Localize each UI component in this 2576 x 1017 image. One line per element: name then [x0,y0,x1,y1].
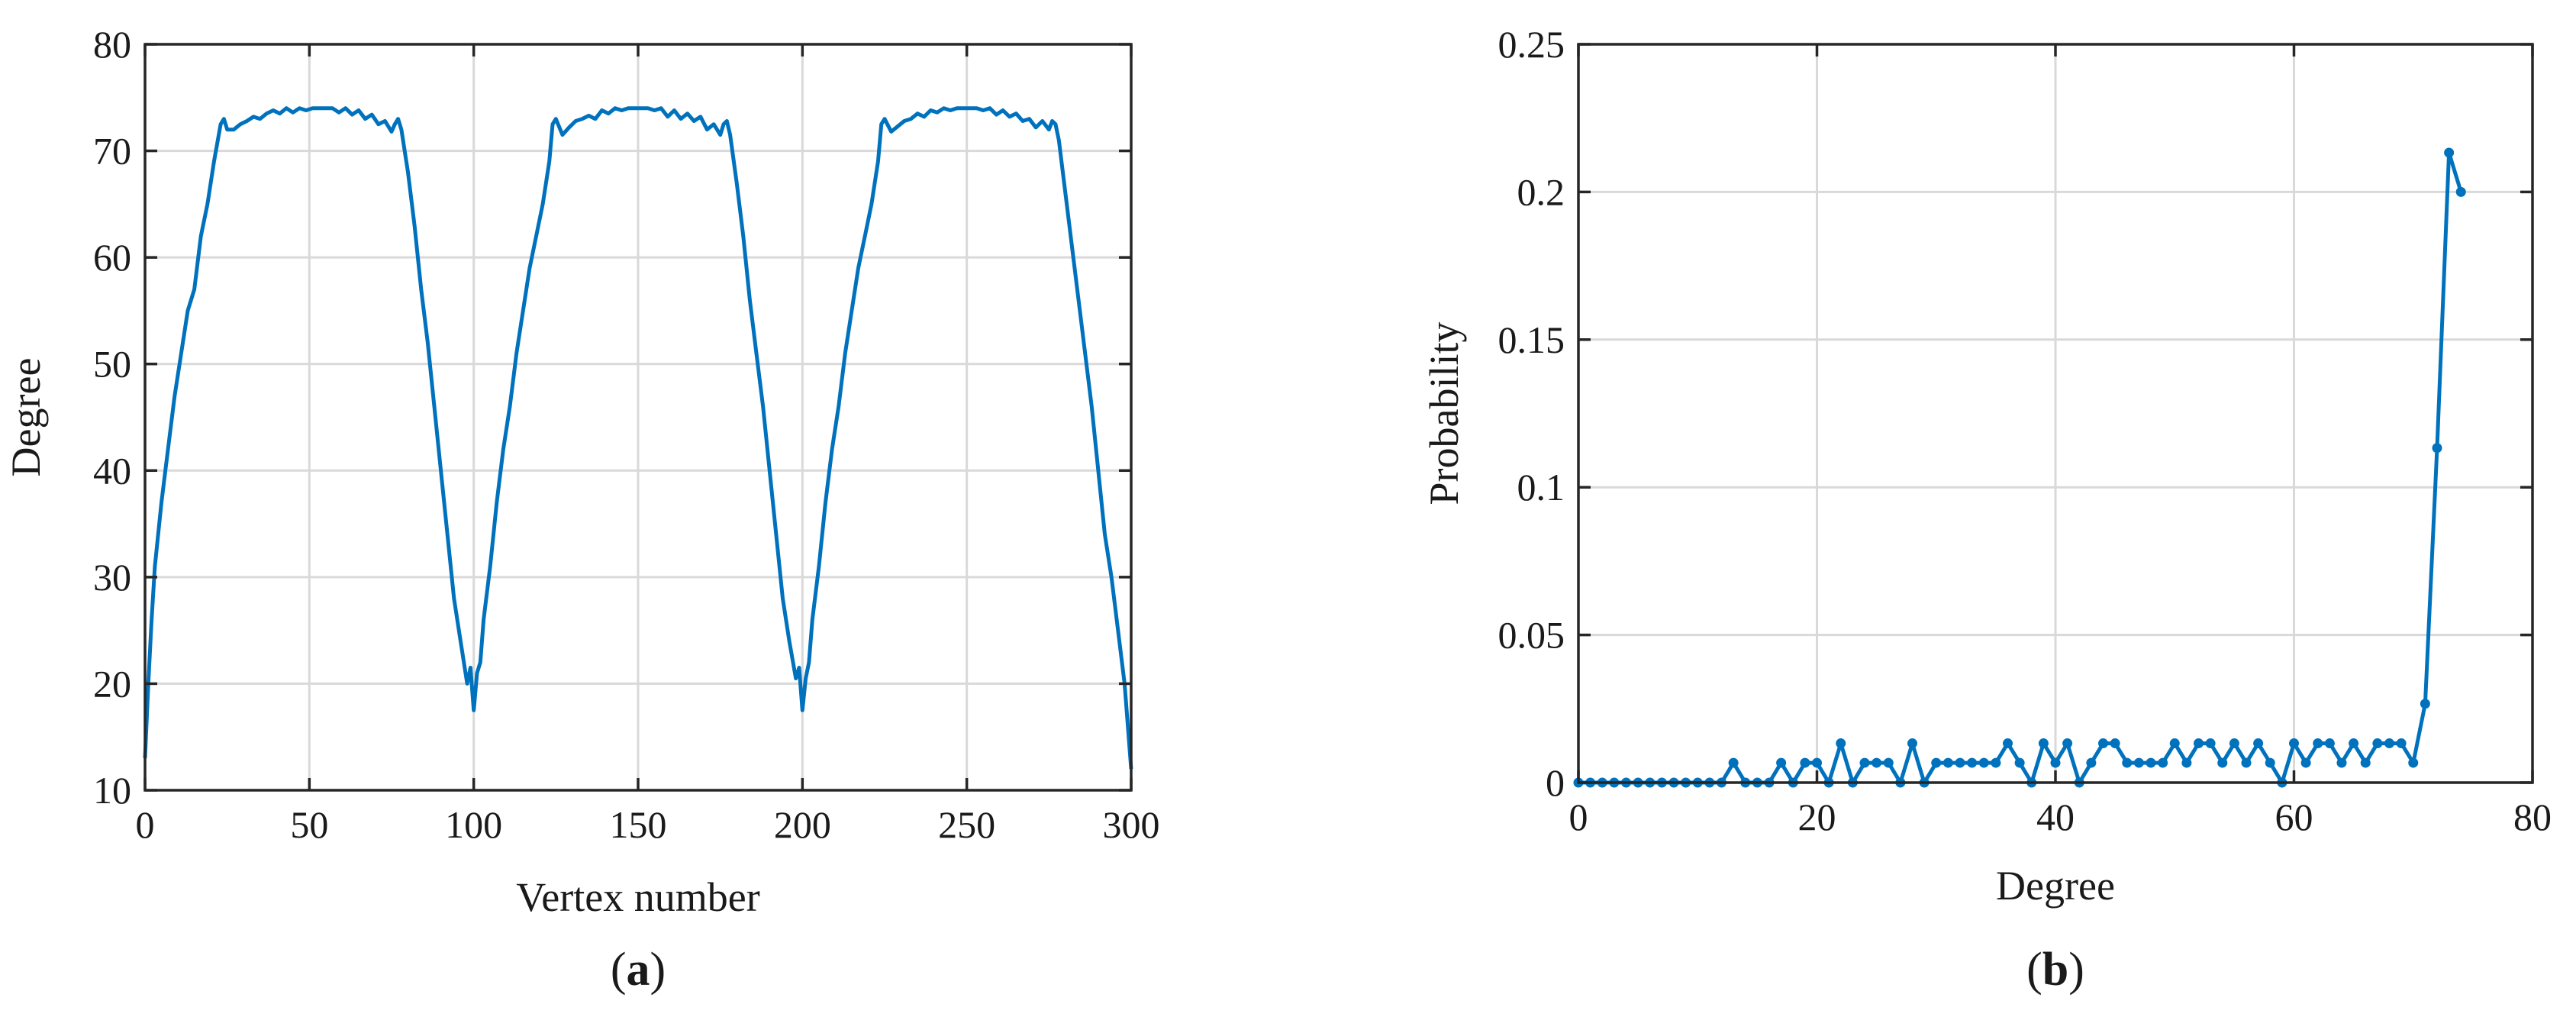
y-tick-label: 0.2 [1517,170,1565,213]
y-tick-label: 20 [93,662,131,705]
x-tick-label: 0 [136,803,155,846]
data-point [1883,757,1894,768]
data-point [2455,186,2466,197]
data-point [2110,738,2120,749]
data-point [2432,443,2442,454]
markers-b [1573,147,2466,788]
data-point [1776,757,1787,768]
data-point [1991,757,2001,768]
y-tick-label: 10 [93,769,131,812]
panel-label-b: (b) [2026,944,2084,996]
data-point [2372,738,2383,749]
data-point [2181,757,2192,768]
data-point [2169,738,2180,749]
data-point [1955,757,1965,768]
y-axis-label-a: Degree [3,358,49,477]
data-point [2229,738,2239,749]
data-point [2205,738,2216,749]
y-tick-label: 0.05 [1498,614,1565,657]
x-tick-label: 0 [1569,796,1588,838]
data-point [2360,757,2371,768]
data-point [1978,757,1989,768]
data-point [1800,757,1810,768]
y-tick-label: 0.1 [1517,466,1565,508]
y-tick-label: 70 [93,130,131,173]
x-axis-label-a: Vertex number [516,874,759,920]
data-point [2050,757,2061,768]
data-point [1931,757,1942,768]
grid-b [1578,44,2532,783]
data-point [2133,757,2144,768]
chart-panel-b: 0 20 40 60 80 0 0.05 0.1 0.15 0.2 0.25 Degree Prob… [1421,23,2552,996]
x-tick-label: 100 [445,803,502,846]
data-point [2265,757,2275,768]
data-point [2349,738,2359,749]
x-tick-label: 150 [610,803,667,846]
y-tick-label: 0 [1546,761,1565,804]
grid-a [145,44,1131,790]
data-point [1907,738,1917,749]
series-line-a [143,106,1133,770]
data-point [2444,147,2455,158]
data-point [2003,738,2013,749]
data-point [2336,757,2347,768]
data-point [1942,757,1953,768]
data-point [1967,757,1978,768]
data-point [2241,757,2252,768]
y-tick-label: 60 [93,236,131,279]
data-point [2289,738,2299,749]
chart-panel-a: 0 50 100 150 200 250 300 10 20 30 40 50 60 70 80 Verte… [3,23,1160,996]
y-axis-label-b: Probability [1421,322,1467,505]
x-tick-label: 20 [1798,796,1836,838]
data-point [2062,738,2073,749]
data-point [2122,757,2133,768]
data-point [2098,738,2108,749]
data-point [1812,757,1822,768]
y-tick-label: 40 [93,449,131,492]
y-tick-label: 50 [93,343,131,386]
data-point [2313,738,2323,749]
y-tick-label: 30 [93,556,131,599]
data-point [2384,738,2394,749]
data-point [2408,757,2419,768]
series-line-b [1578,150,2463,785]
data-point [2324,738,2335,749]
ticks-b: 0 20 40 60 80 0 0.05 0.1 0.15 0.2 0.25 [1498,23,2552,838]
data-point [2086,757,2097,768]
x-axis-label-b: Degree [1996,863,2115,909]
data-point [2253,738,2264,749]
y-tick-label: 0.25 [1498,23,1565,66]
y-tick-label: 80 [93,23,131,66]
x-tick-label: 40 [2036,796,2075,838]
data-point [1859,757,1870,768]
data-point [2396,738,2407,749]
ticks-a: 0 50 100 150 200 250 300 10 20 30 40 50 60 70 80 [93,23,1160,846]
data-point [2420,699,2430,709]
x-tick-label: 50 [290,803,328,846]
x-tick-label: 60 [2275,796,2313,838]
data-point [1836,738,1846,749]
y-tick-label: 0.15 [1498,318,1565,361]
panel-label-a: (a) [611,944,666,996]
data-point [1728,757,1739,768]
data-point [2217,757,2228,768]
x-tick-label: 200 [774,803,831,846]
x-tick-label: 250 [938,803,995,846]
data-point [1872,757,1882,768]
data-point [2194,738,2204,749]
data-point [2146,757,2156,768]
data-point [2300,757,2311,768]
data-point [2014,757,2025,768]
data-point [2158,757,2168,768]
x-tick-label: 300 [1103,803,1160,846]
x-tick-label: 80 [2513,796,2552,838]
data-point [2038,738,2049,749]
